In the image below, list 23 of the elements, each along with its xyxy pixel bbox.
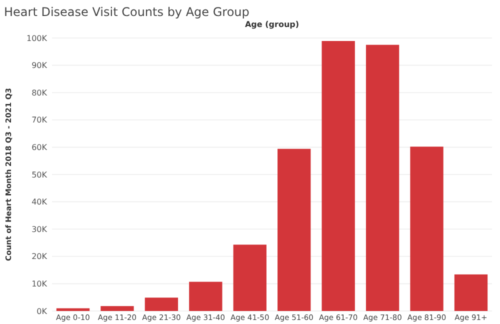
y-tick-label: 90K	[32, 61, 48, 70]
bar	[278, 148, 311, 311]
y-tick-label: 20K	[32, 252, 48, 262]
bar	[56, 308, 90, 311]
x-axis-title: Age (group)	[244, 20, 300, 29]
bar	[100, 306, 134, 311]
y-tick-label: 70K	[32, 116, 48, 125]
bar	[454, 274, 488, 311]
y-tick-label: 40K	[32, 198, 48, 207]
y-tick-label: 50K	[32, 170, 48, 180]
chart-title: Heart Disease Visit Counts by Age Group	[4, 5, 250, 19]
y-tick-label: 0K	[36, 306, 48, 316]
y-tick-label: 10K	[32, 280, 48, 288]
bar	[233, 244, 266, 311]
y-tick-label: 100K	[26, 34, 48, 43]
bar	[144, 298, 178, 311]
y-tick-label: 60K	[32, 143, 48, 152]
y-tick-label: 80K	[32, 88, 48, 98]
bar	[322, 41, 355, 311]
bar	[366, 44, 400, 311]
bar	[410, 146, 444, 311]
y-tick-label: 30K	[32, 224, 48, 234]
bar	[189, 282, 222, 311]
